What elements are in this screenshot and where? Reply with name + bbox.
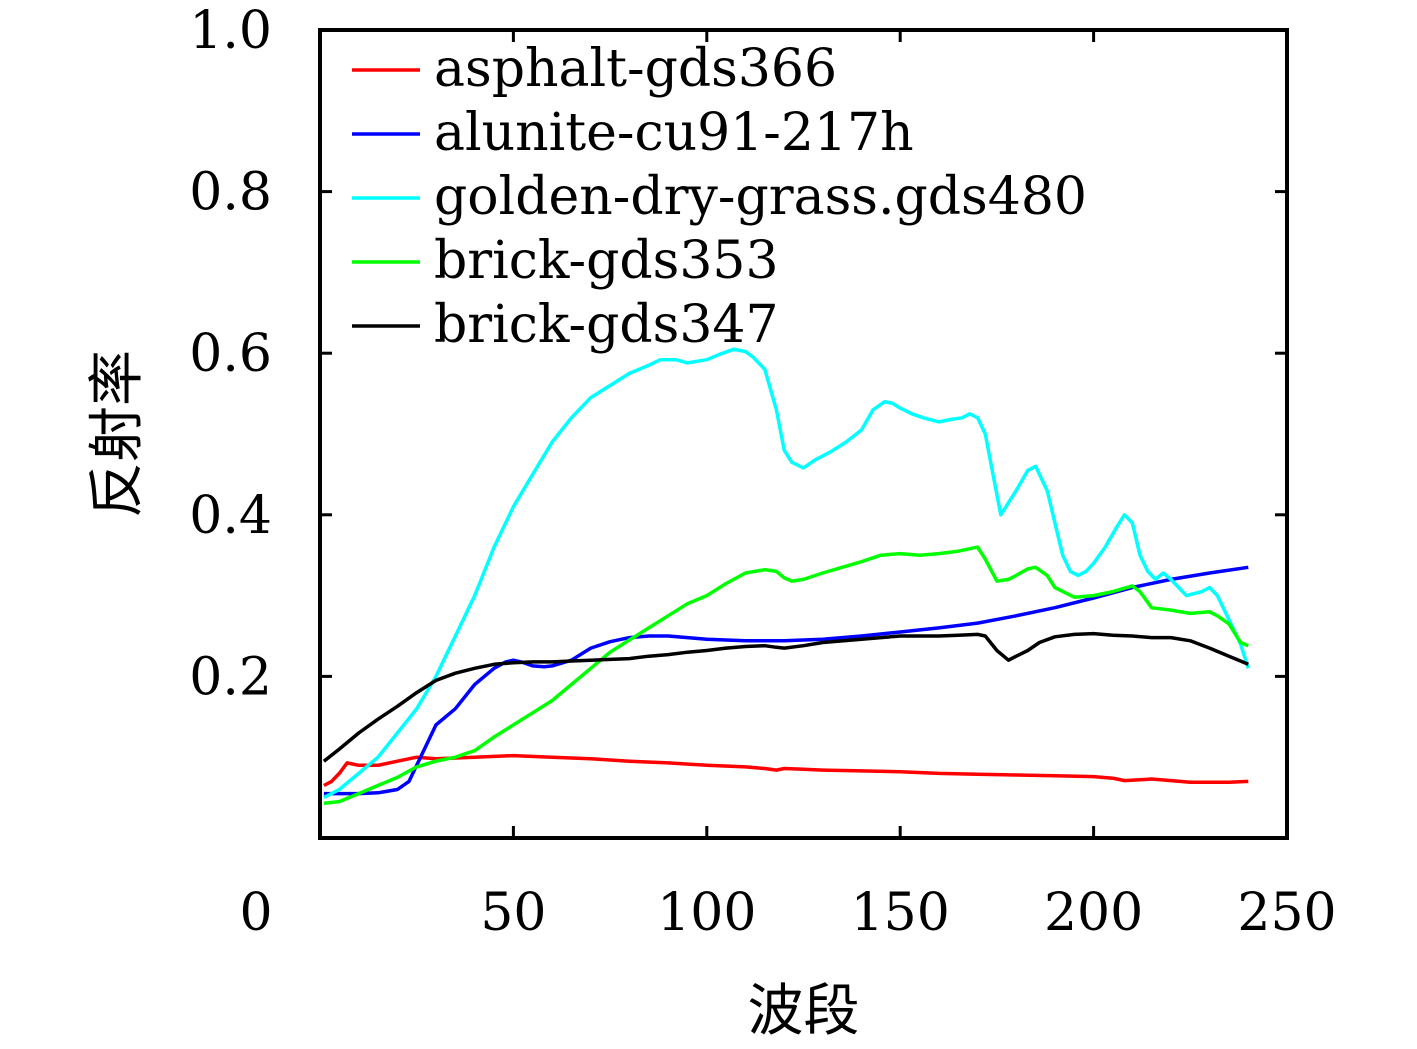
ticks-layer: 0 50 100 150 200 250 0.2 0.4 0.6 0.8 1.0 [189, 1, 1336, 943]
x-tick-label: 200 [1044, 883, 1143, 943]
series-layer [322, 347, 1250, 806]
y-axis-title: 反射率 [85, 350, 150, 518]
y-tick-label: 0.4 [189, 486, 272, 546]
legend-label-asphalt-gds366: asphalt-gds366 [434, 39, 837, 99]
x-tick-label: 100 [657, 883, 756, 943]
y-tick-label: 0.8 [189, 163, 272, 223]
series-line-asphalt-gds366 [323, 753, 1249, 788]
plot-frame [318, 28, 1289, 840]
x-tick-label: 150 [851, 883, 950, 943]
series-line-brick-gds353 [323, 545, 1249, 806]
y-tick-label: 0.6 [189, 324, 272, 384]
x-tick-label: 0 [239, 883, 272, 943]
legend-label-golden-dry-grass.gds480: golden-dry-grass.gds480 [434, 167, 1087, 227]
x-tick-label: 250 [1237, 883, 1336, 943]
series-line-golden-dry-grass.gds480 [323, 347, 1250, 800]
legend-label-brick-gds347: brick-gds347 [434, 295, 779, 355]
y-tick-label: 1.0 [189, 1, 272, 61]
legend: asphalt-gds366alunite-cu91-217hgolden-dr… [352, 39, 1087, 355]
x-tick-label: 50 [480, 883, 546, 943]
series-line-alunite-cu91-217h [323, 565, 1249, 796]
legend-label-brick-gds353: brick-gds353 [434, 231, 779, 291]
y-tick-label: 0.2 [189, 647, 272, 707]
series-line-brick-gds347 [322, 631, 1249, 763]
legend-label-alunite-cu91-217h: alunite-cu91-217h [434, 103, 914, 163]
x-axis-title: 波段 [748, 979, 860, 1044]
